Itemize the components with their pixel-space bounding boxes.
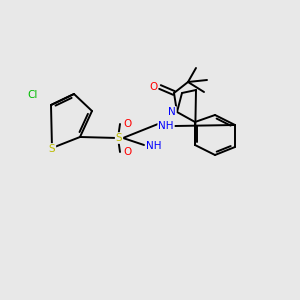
- Text: S: S: [49, 144, 55, 154]
- Text: Cl: Cl: [28, 90, 38, 100]
- Text: O: O: [123, 119, 131, 129]
- Text: NH: NH: [146, 141, 162, 151]
- Text: NH: NH: [158, 121, 174, 131]
- Text: S: S: [116, 133, 122, 143]
- Text: N: N: [168, 107, 176, 117]
- Text: O: O: [149, 82, 157, 92]
- Text: O: O: [123, 147, 131, 157]
